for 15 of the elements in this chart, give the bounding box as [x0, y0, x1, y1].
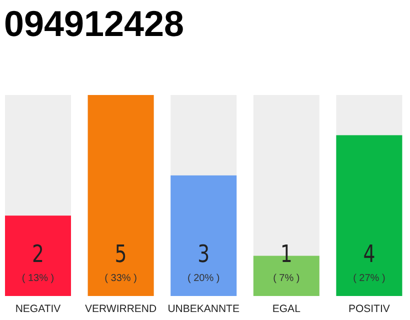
annotation: ( 27% )	[353, 273, 386, 284]
annotation: ( 33% )	[104, 273, 137, 284]
annotation: ( 13% )	[22, 273, 54, 284]
x-tick-label: VERWIRREND	[85, 303, 157, 315]
x-tick-label: POSITIV	[348, 303, 390, 315]
annotation: ( 20% )	[187, 273, 220, 284]
data-label: 4	[363, 240, 378, 268]
x-tick-label: UNBEKANNTE	[168, 303, 240, 315]
data-label: 2	[32, 240, 48, 268]
annotation: ( 7% )	[273, 273, 300, 284]
x-tick-label: EGAL	[272, 303, 301, 315]
data-label: 5	[114, 240, 130, 268]
chart-title: 094912428	[4, 3, 184, 44]
x-tick-label: NEGATIV	[15, 303, 61, 315]
data-label: 3	[198, 240, 213, 268]
